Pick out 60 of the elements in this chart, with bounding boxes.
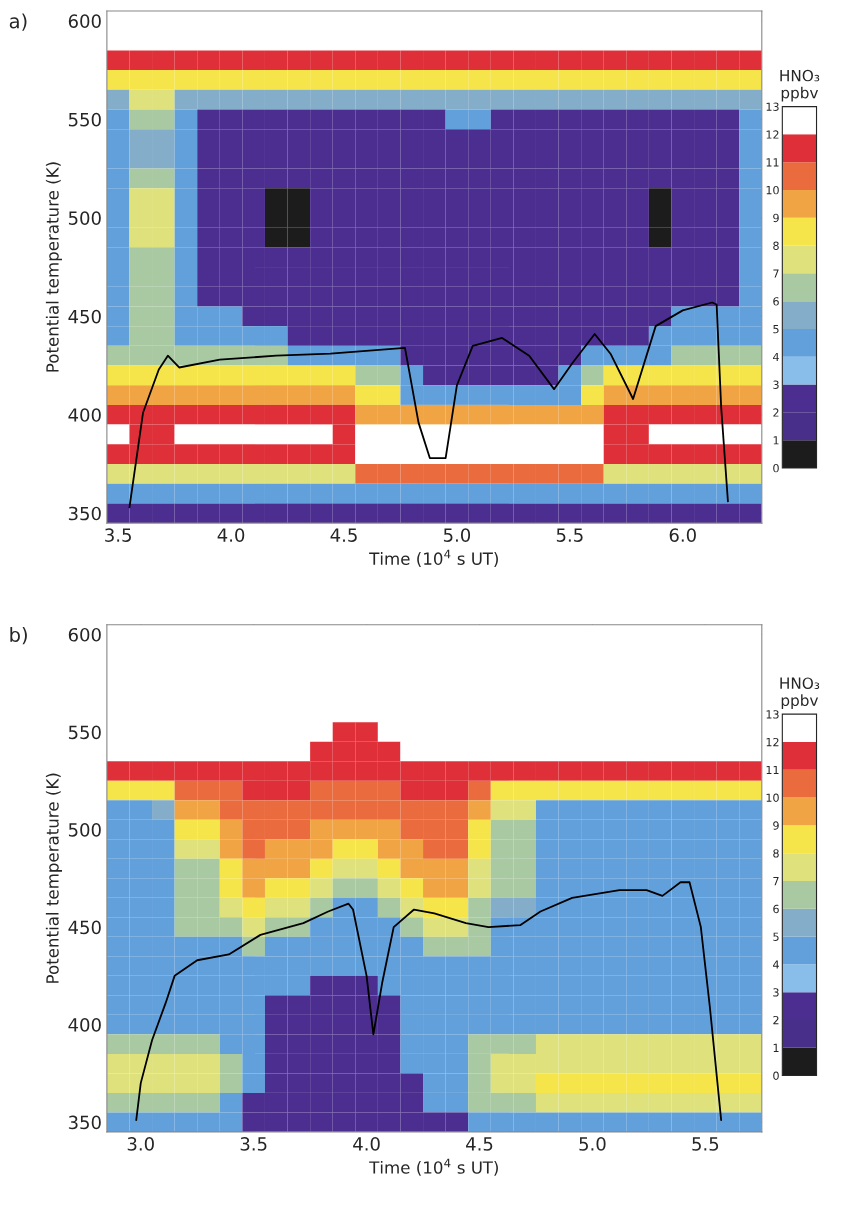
chart-title: a) [9, 13, 27, 31]
x-tick-label: 3.5 [105, 528, 131, 542]
x-tick-label: 4.0 [353, 1137, 380, 1151]
color-bar-label: 10 [766, 185, 779, 195]
y-tick-label: 500 [68, 211, 101, 225]
color-bar-label: 10 [766, 793, 779, 802]
y-tick-label: 350 [68, 506, 101, 521]
y-tick-label: 450 [68, 309, 101, 324]
y-tick-label: 550 [68, 725, 101, 740]
color-bar-label: 11 [766, 765, 779, 774]
color-bar-label: 1 [773, 1043, 779, 1052]
color-bar-label: 7 [773, 877, 779, 886]
color-bar-label: 7 [773, 269, 779, 278]
color-bar-title: HNO₃ ppbv [780, 677, 820, 710]
color-bar-label: 0 [773, 463, 779, 473]
color-bar-label: 3 [773, 988, 779, 997]
x-tick-label: 6.0 [669, 528, 696, 542]
color-bar-label: 4 [773, 352, 779, 361]
y-tick-label: 400 [68, 1018, 101, 1032]
color-bar-label: 12 [766, 130, 779, 139]
color-bar-label: 2 [773, 1015, 779, 1025]
y-tick-label: 500 [68, 823, 101, 837]
x-tick-label: 5.0 [579, 1137, 606, 1151]
x-tick-label: 3.5 [240, 1137, 267, 1151]
color-bar-title: HNO₃ ppbv [780, 69, 820, 102]
x-tick-label: 4.0 [217, 528, 245, 542]
color-bar-label: 5 [773, 325, 779, 334]
color-bar-label: 3 [773, 380, 779, 389]
color-bar-label: 6 [773, 297, 779, 306]
y-tick-label: 600 [68, 627, 101, 642]
color-bar-label: 1 [773, 436, 779, 445]
x-tick-label: 5.5 [692, 1137, 719, 1151]
y-tick-label: 350 [68, 1115, 101, 1130]
x-tick-label: 4.5 [330, 528, 357, 542]
x-tick-label: 4.5 [466, 1137, 493, 1151]
y-axis-title: Potential temperature (K) [45, 773, 62, 983]
color-bar-label: 0 [773, 1071, 779, 1080]
x-tick-label: 5.0 [443, 528, 471, 542]
chart-title: b) [10, 627, 27, 645]
color-bar-label: 5 [773, 932, 779, 941]
y-tick-label: 450 [68, 920, 101, 935]
x-tick-label: 3.0 [127, 1137, 154, 1151]
color-bar-label: 11 [766, 158, 779, 167]
y-tick-label: 600 [68, 14, 101, 28]
color-bar-label: 2 [773, 408, 779, 417]
y-tick-label: 400 [68, 408, 101, 422]
y-tick-label: 550 [68, 112, 101, 127]
color-bar-label: 6 [773, 904, 779, 914]
color-bar-label: 8 [773, 849, 779, 858]
color-bar-label: 8 [773, 241, 779, 250]
color-bar-label: 4 [773, 960, 779, 969]
x-axis-title: Time (10$^{4}$ s UT) [369, 1158, 498, 1176]
x-axis-title: Time (10$^{4}$ s UT) [369, 549, 498, 567]
color-bar-label: 13 [766, 710, 779, 719]
color-bar-label: 9 [773, 821, 779, 830]
x-tick-label: 5.5 [556, 528, 583, 542]
color-bar-label: 13 [766, 102, 779, 111]
color-bar-label: 9 [773, 213, 779, 223]
y-axis-title: Potential temperature (K) [45, 162, 62, 372]
color-bar-label: 12 [766, 737, 779, 747]
